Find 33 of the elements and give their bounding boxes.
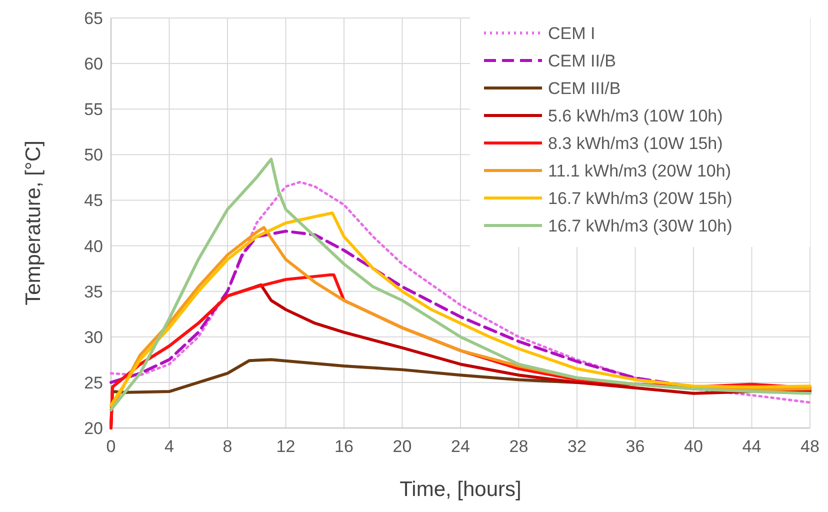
y-tick-label: 35 (84, 282, 103, 302)
x-tick-label: 40 (684, 437, 703, 456)
x-tick-label: 20 (392, 437, 412, 456)
y-tick-label: 60 (84, 54, 103, 74)
y-tick-label: 55 (84, 100, 103, 120)
x-tick-label: 12 (276, 437, 296, 456)
x-tick-label: 48 (800, 437, 820, 456)
legend-label: 11.1 kWh/m3 (20W 10h) (548, 162, 731, 180)
legend-label: CEM III/B (548, 79, 621, 98)
x-tick-label: 8 (222, 437, 232, 456)
y-axis-title: Temperature, [°C] (22, 140, 45, 306)
legend-label: CEM I (548, 24, 596, 43)
y-tick-label: 65 (84, 9, 103, 28)
y-tick-label: 45 (84, 191, 103, 210)
legend-label: 16.7 kWh/m3 (30W 10h) (548, 216, 732, 236)
x-tick-label: 32 (568, 437, 586, 456)
x-tick-label: 4 (164, 437, 174, 456)
x-tick-label: 0 (106, 437, 116, 456)
x-tick-label: 24 (451, 437, 470, 456)
legend-label: 8.3 kWh/m3 (10W 15h) (548, 134, 723, 153)
legend-label: 5.6 kWh/m3 (10W 10h) (548, 106, 723, 126)
y-tick-label: 40 (84, 236, 103, 256)
x-tick-label: 28 (509, 437, 528, 456)
y-tick-label: 30 (84, 328, 103, 347)
x-tick-label: 36 (626, 437, 645, 456)
y-tick-label: 50 (84, 146, 103, 165)
x-tick-label: 16 (334, 437, 354, 456)
y-tick-label: 25 (84, 373, 103, 392)
x-tick-label: 44 (742, 437, 762, 456)
y-tick-label: 20 (84, 419, 103, 438)
x-axis-title: Time, [hours] (400, 478, 522, 501)
legend-label: 16.7 kWh/m3 (20W 15h) (548, 189, 732, 208)
legend-label: CEM II/B (548, 52, 616, 70)
